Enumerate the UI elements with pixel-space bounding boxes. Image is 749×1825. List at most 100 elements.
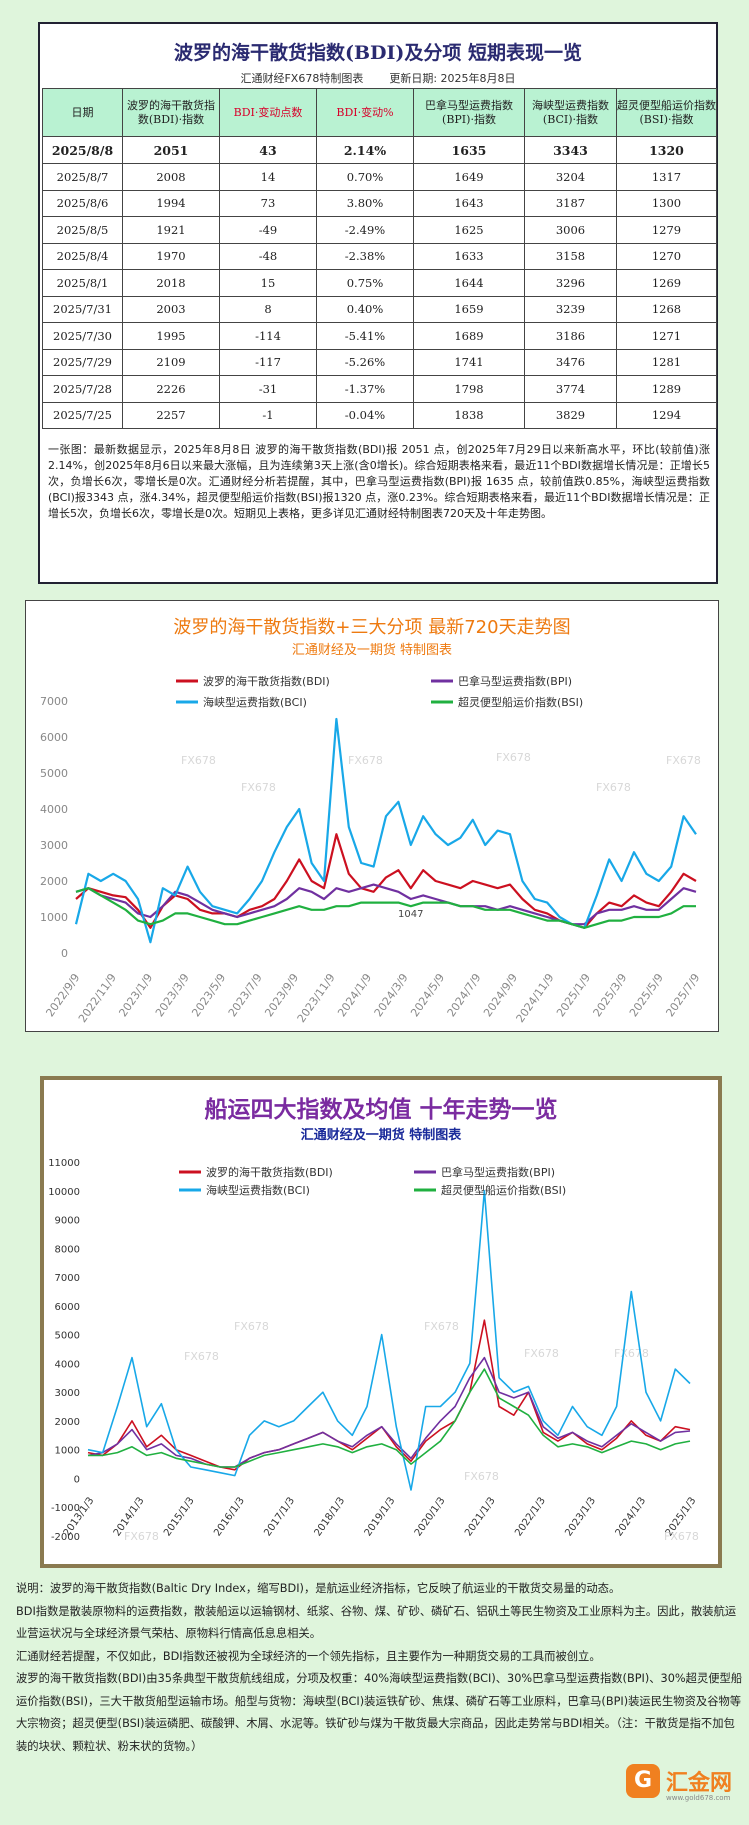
watermark: FX678: [596, 781, 631, 794]
table-cell: 1921: [122, 216, 220, 244]
table-cell: 3239: [524, 295, 617, 323]
y-tick-label: 5000: [55, 1331, 80, 1342]
table-cell: 1269: [616, 269, 717, 297]
series-line-bci: [74, 717, 697, 944]
table-cell: 15: [219, 269, 317, 297]
chart-ten-year-panel: -2000 -1000 0 1000 2000 3000 4000 5000 6000 7000 8…: [40, 1076, 722, 1568]
table-cell: 2025/8/6: [42, 189, 123, 217]
table-cell: -2.49%: [316, 216, 414, 244]
legend-label: 巴拿马型运费指数(BPI): [458, 674, 572, 688]
table-cell: 2003: [122, 295, 220, 323]
table-cell: 1994: [122, 189, 220, 217]
x-tick-label: 2023/1/3: [563, 1495, 598, 1538]
table-cell: 1279: [616, 216, 717, 244]
table-cell: 3296: [524, 269, 617, 297]
y-tick-label: 5000: [40, 767, 68, 780]
table-cell: 8: [219, 295, 317, 323]
header-bdi-change: BDI·变动点数: [219, 88, 317, 137]
watermark: FX678: [424, 1320, 459, 1333]
legend-label: 波罗的海干散货指数(BDI): [203, 674, 330, 688]
x-tick-label: 2023/5/9: [189, 971, 228, 1019]
legend-label: 海峡型运费指数(BCI): [206, 1183, 310, 1197]
table-title: 波罗的海干散货指数(BDI)及分项 短期表现一览: [173, 42, 583, 64]
x-tick-label: 2023/11/9: [295, 971, 338, 1025]
x-tick-label: 2023/7/9: [226, 971, 265, 1019]
x-tick-label: 2025/3/9: [591, 971, 630, 1019]
table-cell: 2.14%: [316, 136, 414, 164]
table-cell: 1270: [616, 242, 717, 270]
y-tick-label: 10000: [48, 1187, 80, 1198]
explain-para: 说明：波罗的海干散货指数(Baltic Dry Index，缩写BDI)，是航运…: [16, 1582, 621, 1595]
table-cell: -117: [219, 348, 317, 376]
table-row: 2025/8/1 2018 15 0.75% 1644 3296 1269: [42, 269, 717, 297]
table-cell: 2109: [122, 348, 220, 376]
table-cell: 2226: [122, 375, 220, 403]
y-tick-label: 2000: [40, 875, 68, 888]
table-row: 2025/7/31 2003 8 0.40% 1659 3239 1268: [42, 295, 717, 323]
table-cell: 1271: [616, 322, 717, 350]
table-cell: 3.80%: [316, 189, 414, 217]
header-bci: 海峡型运费指数(BCI)·指数: [524, 88, 617, 137]
chart2-subtitle: 汇通财经及一期货 特制图表: [300, 1128, 462, 1143]
table-row: 2025/7/28 2226 -31 -1.37% 1798 3774 1289: [42, 375, 717, 403]
table-cell: 14: [219, 163, 317, 191]
x-tick-label: 2025/7/9: [663, 971, 702, 1019]
watermark: FX678: [524, 1347, 559, 1360]
x-tick-label: 2016/1/3: [212, 1495, 247, 1538]
table-cell: 1300: [616, 189, 717, 217]
x-tick-label: 2015/1/3: [162, 1495, 197, 1538]
series-line-bsi: [75, 887, 696, 929]
watermark: FX678: [348, 754, 383, 767]
table-cell: 0.40%: [316, 295, 414, 323]
x-tick-label: 2025/5/9: [627, 971, 666, 1019]
table-cell: 1633: [413, 242, 525, 270]
chart1-title: 波罗的海干散货指数+三大分项 最新720天走势图: [173, 617, 571, 638]
y-tick-label: 1000: [55, 1446, 80, 1457]
table-cell: 1798: [413, 375, 525, 403]
y-tick-label: 3000: [55, 1388, 80, 1399]
table-cell: -5.26%: [316, 348, 414, 376]
explanation-text: 说明：波罗的海干散货指数(Baltic Dry Index，缩写BDI)，是航运…: [16, 1578, 744, 1758]
y-tick-label: 3000: [40, 839, 68, 852]
series-line-bsi: [88, 1368, 691, 1468]
chart2-title: 船运四大指数及均值 十年走势一览: [204, 1096, 558, 1123]
watermark: FX678: [241, 781, 276, 794]
table-cell: 3829: [524, 401, 617, 429]
gold678-logo[interactable]: G 汇金网 www.gold678.com: [626, 1756, 742, 1812]
table-cell: 2257: [122, 401, 220, 429]
series-line-bpi: [75, 883, 697, 926]
x-tick-label: 2024/3/9: [372, 971, 411, 1019]
x-tick-label: 2023/3/9: [153, 971, 192, 1019]
table-cell: 2025/8/5: [42, 216, 123, 244]
y-tick-label: 2000: [55, 1417, 80, 1428]
header-bpi: 巴拿马型运费指数(BPI)·指数: [413, 88, 525, 137]
table-cell: 3158: [524, 242, 617, 270]
table-cell: 3476: [524, 348, 617, 376]
table-cell: 2025/7/25: [42, 401, 123, 429]
chart-ten-year: -2000 -1000 0 1000 2000 3000 4000 5000 6000 7000 8…: [48, 1158, 699, 1543]
y-tick-label: 4000: [55, 1359, 80, 1370]
table-cell: -31: [219, 375, 317, 403]
x-tick-label: 2022/1/3: [513, 1495, 548, 1538]
table-cell: -2.38%: [316, 242, 414, 270]
legend-label: 波罗的海干散货指数(BDI): [206, 1165, 333, 1179]
series-line-bci: [87, 1190, 691, 1491]
x-tick-label: 2018/1/3: [313, 1495, 348, 1538]
min-annotation: 1047: [398, 909, 423, 920]
chart-720-day-panel: 0 1000 2000 3000 4000 5000 6000 7000 2022/9/9 202…: [25, 600, 719, 1032]
x-tick-label: 2023/1/9: [116, 971, 155, 1019]
table-row: 2025/8/7 2008 14 0.70% 1649 3204 1317: [42, 163, 717, 191]
explain-para: 波罗的海干散货指数(BDI)由35条典型干散货航线组成，分项及权重：40%海峡型…: [16, 1672, 743, 1753]
x-tick-label: 2021/1/3: [463, 1495, 498, 1538]
header-bdi: 波罗的海干散货指数(BDI)·指数: [122, 88, 220, 137]
table-cell: 1268: [616, 295, 717, 323]
logo-url: www.gold678.com: [666, 1794, 731, 1802]
watermark: FX678: [666, 754, 701, 767]
table-cell: 2051: [122, 136, 220, 164]
y-tick-label: 1000: [40, 911, 68, 924]
series-line-bdi: [75, 833, 697, 929]
chart-720-day: 010002000300040005000600070002022/9/9202…: [40, 674, 702, 1025]
table-cell: 0.75%: [316, 269, 414, 297]
table-cell: 1281: [616, 348, 717, 376]
table-row: 2025/7/25 2257 -1 -0.04% 1838 3829 1294: [42, 401, 717, 429]
